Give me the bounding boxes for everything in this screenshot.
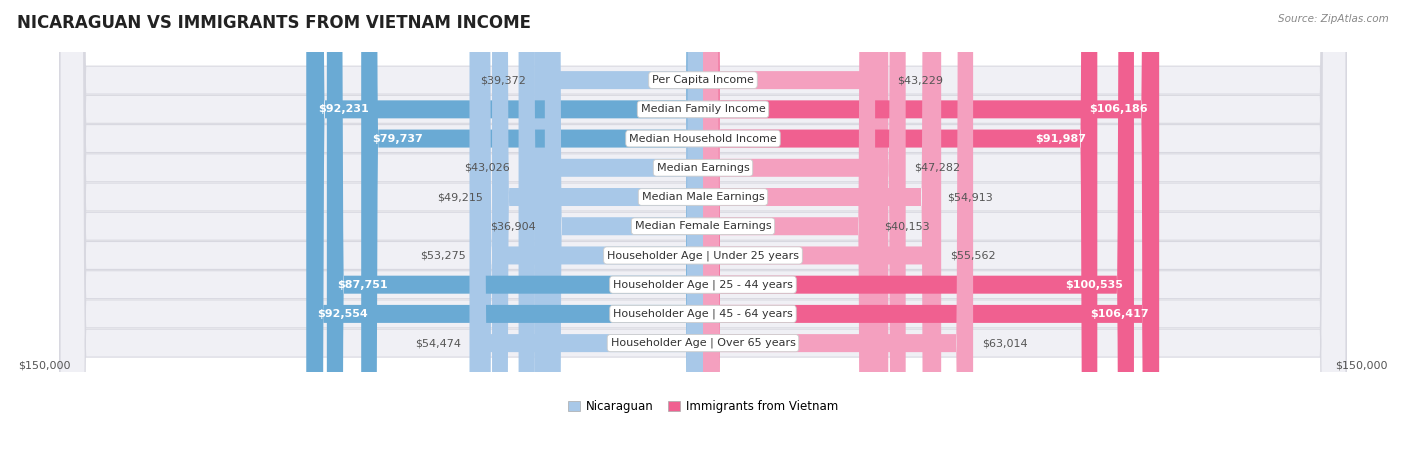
FancyBboxPatch shape [60,0,1346,467]
FancyBboxPatch shape [703,0,1135,467]
Text: $39,372: $39,372 [479,75,526,85]
FancyBboxPatch shape [308,0,703,467]
Text: Median Earnings: Median Earnings [657,163,749,173]
FancyBboxPatch shape [703,0,889,467]
Text: Householder Age | 45 - 64 years: Householder Age | 45 - 64 years [613,309,793,319]
FancyBboxPatch shape [60,0,1346,467]
Text: Median Family Income: Median Family Income [641,104,765,114]
FancyBboxPatch shape [492,0,703,467]
FancyBboxPatch shape [534,0,703,467]
Text: $150,000: $150,000 [1336,361,1388,371]
Text: $150,000: $150,000 [18,361,70,371]
Text: Median Female Earnings: Median Female Earnings [634,221,772,231]
FancyBboxPatch shape [703,0,875,467]
FancyBboxPatch shape [519,0,703,467]
FancyBboxPatch shape [703,0,1159,467]
FancyBboxPatch shape [703,0,905,467]
FancyBboxPatch shape [60,0,1346,467]
FancyBboxPatch shape [475,0,703,467]
FancyBboxPatch shape [60,0,1346,467]
FancyBboxPatch shape [703,0,1097,467]
FancyBboxPatch shape [60,0,1346,467]
Text: $53,275: $53,275 [420,250,465,261]
Text: $87,751: $87,751 [337,280,388,290]
Text: $92,231: $92,231 [318,104,370,114]
Text: $47,282: $47,282 [914,163,960,173]
Text: $79,737: $79,737 [373,134,423,143]
Text: $54,913: $54,913 [948,192,993,202]
FancyBboxPatch shape [703,0,1159,467]
Text: $43,026: $43,026 [464,163,510,173]
Text: $106,417: $106,417 [1090,309,1149,319]
Text: $43,229: $43,229 [897,75,943,85]
Text: Householder Age | Under 25 years: Householder Age | Under 25 years [607,250,799,261]
Text: Median Household Income: Median Household Income [628,134,778,143]
Text: $92,554: $92,554 [316,309,368,319]
FancyBboxPatch shape [60,0,1346,467]
FancyBboxPatch shape [60,0,1346,467]
Legend: Nicaraguan, Immigrants from Vietnam: Nicaraguan, Immigrants from Vietnam [564,395,842,417]
FancyBboxPatch shape [307,0,703,467]
Text: Householder Age | 25 - 44 years: Householder Age | 25 - 44 years [613,279,793,290]
FancyBboxPatch shape [326,0,703,467]
FancyBboxPatch shape [60,0,1346,467]
Text: $63,014: $63,014 [981,338,1028,348]
Text: Per Capita Income: Per Capita Income [652,75,754,85]
FancyBboxPatch shape [60,0,1346,467]
FancyBboxPatch shape [60,0,1346,467]
FancyBboxPatch shape [703,0,941,467]
Text: $36,904: $36,904 [491,221,536,231]
FancyBboxPatch shape [361,0,703,467]
FancyBboxPatch shape [470,0,703,467]
Text: $91,987: $91,987 [1036,134,1087,143]
Text: Median Male Earnings: Median Male Earnings [641,192,765,202]
Text: Householder Age | Over 65 years: Householder Age | Over 65 years [610,338,796,348]
FancyBboxPatch shape [703,0,973,467]
Text: Source: ZipAtlas.com: Source: ZipAtlas.com [1278,14,1389,24]
Text: $54,474: $54,474 [415,338,461,348]
Text: $49,215: $49,215 [437,192,484,202]
FancyBboxPatch shape [544,0,703,467]
Text: $40,153: $40,153 [884,221,929,231]
Text: NICARAGUAN VS IMMIGRANTS FROM VIETNAM INCOME: NICARAGUAN VS IMMIGRANTS FROM VIETNAM IN… [17,14,531,32]
FancyBboxPatch shape [703,0,938,467]
Text: $55,562: $55,562 [949,250,995,261]
Text: $106,186: $106,186 [1088,104,1147,114]
Text: $100,535: $100,535 [1066,280,1123,290]
